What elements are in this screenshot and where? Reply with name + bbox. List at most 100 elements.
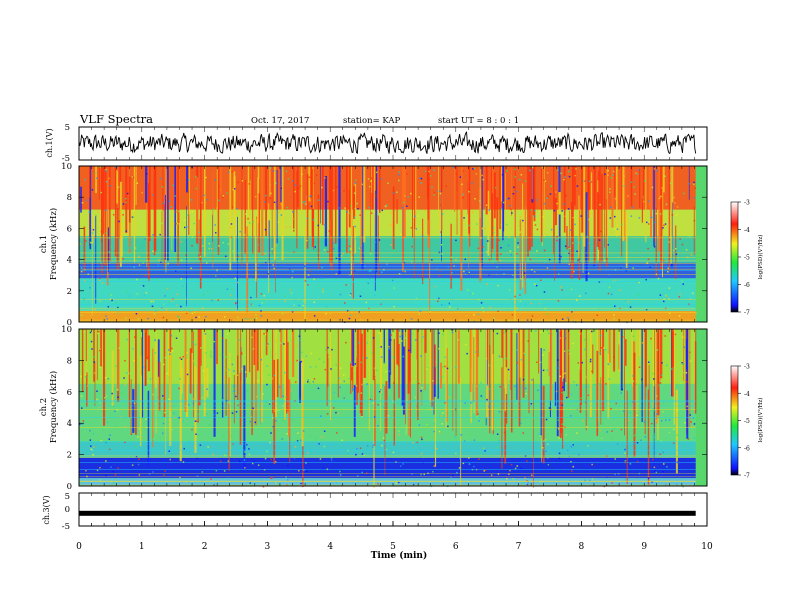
spectral-speckle <box>398 209 400 212</box>
spectral-streak <box>473 337 475 403</box>
spectral-speckle <box>284 222 286 224</box>
spectral-speckle <box>310 205 313 208</box>
spectral-speckle <box>245 318 247 320</box>
spectral-speckle <box>507 308 510 311</box>
spectral-speckle <box>254 196 257 198</box>
spectral-speckle <box>309 382 311 384</box>
spectral-speckle <box>282 207 284 209</box>
spectral-speckle <box>154 329 157 332</box>
spectral-speckle <box>137 318 140 320</box>
spectral-speckle <box>454 436 456 438</box>
spectral-speckle <box>134 336 136 338</box>
spectral-streak <box>189 348 192 394</box>
spectral-speckle <box>237 281 239 284</box>
spectral-streak <box>611 166 614 228</box>
spectral-speckle <box>356 202 358 205</box>
spectral-speckle <box>309 270 311 272</box>
spectral-speckle <box>179 378 181 380</box>
spectral-speckle <box>442 412 444 414</box>
spectral-speckle <box>161 222 164 225</box>
spectral-streak <box>675 389 678 474</box>
spectral-speckle <box>252 462 254 465</box>
spectral-streak <box>142 329 144 418</box>
spectral-speckle <box>621 388 623 391</box>
spectral-speckle <box>418 382 420 385</box>
spectral-speckle <box>103 397 106 399</box>
spectral-speckle <box>693 181 695 184</box>
spectral-speckle <box>209 354 212 356</box>
spectral-speckle <box>349 236 352 238</box>
spectral-speckle <box>182 461 185 463</box>
spectral-speckle <box>196 475 199 477</box>
spectral-speckle <box>252 348 255 350</box>
spectral-speckle <box>335 273 337 275</box>
spectral-speckle <box>683 346 685 348</box>
spectral-speckle <box>563 203 565 205</box>
spectral-speckle <box>674 257 676 259</box>
spectral-speckle <box>105 232 107 234</box>
spectral-speckle <box>179 357 181 359</box>
spectral-streak <box>163 329 166 417</box>
spectral-streak <box>178 166 180 223</box>
spectral-speckle <box>505 357 507 360</box>
spectral-speckle <box>682 283 684 285</box>
spectral-speckle <box>522 219 524 222</box>
spectral-streak <box>424 329 426 391</box>
spectral-streak <box>352 226 354 300</box>
ch2-colorbar-label: log(PSD)(V²/Hz) <box>757 398 764 443</box>
spectral-speckle <box>619 289 621 291</box>
spectral-speckle <box>118 220 120 223</box>
spectral-speckle <box>279 386 281 388</box>
spectral-speckle <box>666 319 669 322</box>
spectral-speckle <box>629 306 632 308</box>
spectral-speckle <box>433 169 435 171</box>
spectral-speckle <box>191 428 193 431</box>
spectral-speckle <box>514 176 516 178</box>
spectral-speckle <box>86 475 88 478</box>
spectral-speckle <box>224 376 226 379</box>
spectral-streak <box>337 329 339 398</box>
spectral-speckle <box>450 476 452 479</box>
spectral-speckle <box>99 401 101 404</box>
spectral-speckle <box>508 289 511 291</box>
spectral-speckle <box>664 335 666 337</box>
spectral-speckle <box>543 291 546 293</box>
spectral-streak <box>476 329 479 416</box>
spectral-speckle <box>584 348 586 351</box>
ch3-ytick-bottom: -5 <box>62 522 70 532</box>
spectral-speckle <box>607 174 609 176</box>
spectral-streak <box>636 329 637 429</box>
spectral-speckle <box>124 425 126 428</box>
spectral-speckle <box>651 186 654 189</box>
spectral-speckle <box>380 389 382 391</box>
spectral-speckle <box>361 183 363 186</box>
spectral-speckle <box>162 316 165 319</box>
spectral-speckle <box>614 198 617 200</box>
spectral-streak <box>392 186 395 250</box>
spectral-speckle <box>224 316 226 318</box>
spectral-speckle <box>326 413 329 415</box>
spectral-speckle <box>276 410 278 412</box>
spectral-streak <box>596 350 599 436</box>
spectral-streak <box>607 354 610 419</box>
spectral-speckle <box>449 306 451 308</box>
spectral-speckle <box>666 364 668 367</box>
spectral-speckle <box>89 287 91 289</box>
spectral-speckle <box>474 331 476 334</box>
spectral-speckle <box>105 209 107 211</box>
spectral-speckle <box>479 453 482 455</box>
spectral-speckle <box>398 171 400 173</box>
spectral-streak <box>402 166 404 272</box>
spectral-streak <box>658 166 661 252</box>
spectral-speckle <box>538 433 540 435</box>
spectral-speckle <box>374 194 377 197</box>
spectral-speckle <box>649 356 651 358</box>
spectral-speckle <box>680 382 682 384</box>
spectral-speckle <box>83 331 85 333</box>
spectral-streak <box>311 169 313 237</box>
spectral-streak <box>380 329 381 432</box>
spectral-speckle <box>668 419 671 421</box>
spectral-speckle <box>485 251 488 253</box>
spectral-speckle <box>466 352 468 355</box>
spectral-speckle <box>138 428 140 430</box>
